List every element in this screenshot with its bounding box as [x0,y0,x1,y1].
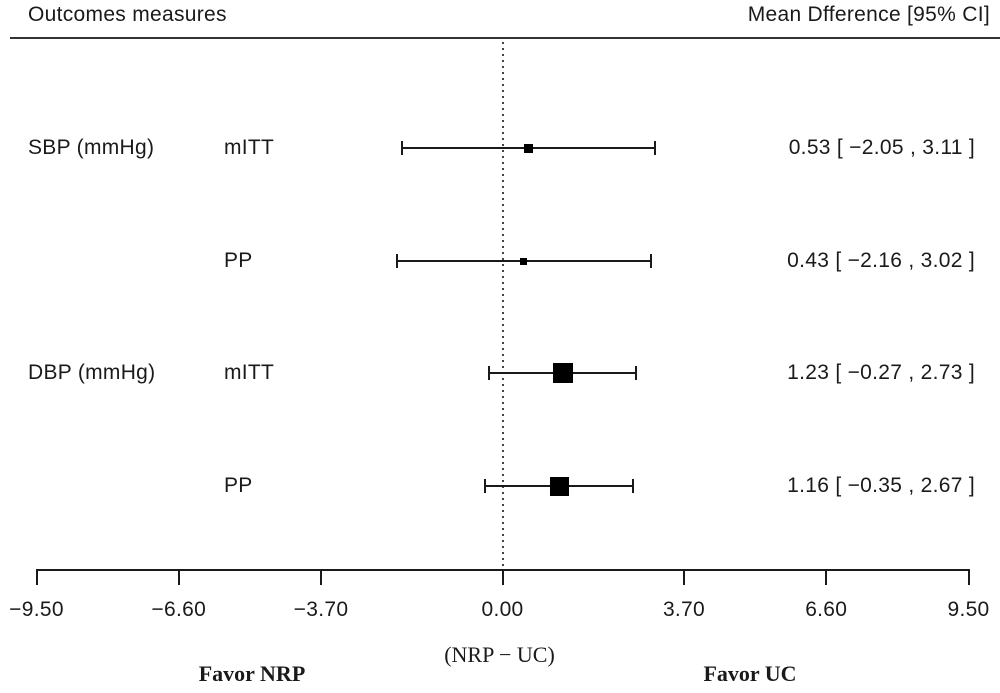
axis-tick-label: 9.50 [947,598,990,621]
favor-uc-label: Favor UC [703,661,797,686]
estimate-ci-label: 0.53 [ −2.05 , 3.11 ] [788,136,975,159]
point-estimate-marker [552,363,573,383]
ci-cap-left [395,254,398,268]
axis-tick [501,571,504,585]
axis-tick-label: −9.50 [9,598,64,621]
zero-reference-line [501,42,504,570]
row-analysis-label: PP [224,249,253,272]
point-estimate-marker [520,257,528,265]
estimate-ci-label: 0.43 [ −2.16 , 3.02 ] [787,249,975,272]
axis-tick [35,571,38,585]
ci-cap-right [635,366,638,380]
ci-cap-left [488,366,491,380]
column-header-outcomes: Outcomes measures [28,3,227,26]
axis-tick [967,571,970,585]
ci-cap-right [649,254,652,268]
row-outcome-label: SBP (mmHg) [28,136,155,159]
row-analysis-label: mITT [224,361,275,384]
axis-tick-label: 6.60 [805,598,848,621]
x-axis-line [36,569,970,571]
axis-tick [320,571,322,585]
point-estimate-marker [523,143,533,153]
axis-tick-label: 3.70 [662,598,706,621]
axis-tick-label: −6.60 [151,598,207,621]
header-rule [10,37,1000,39]
ci-cap-left [400,141,403,155]
column-header-estimates: Mean Dfference [95% CI] [747,3,990,26]
row-outcome-label: DBP (mmHg) [28,361,156,384]
axis-tick [682,571,685,585]
row-analysis-label: mITT [224,136,275,159]
row-analysis-label: PP [224,474,253,497]
axis-tick [825,571,828,585]
x-axis-label: (NRP − UC) [444,642,555,667]
axis-tick-label: −3.70 [293,598,349,621]
estimate-ci-label: 1.23 [ −0.27 , 2.73 ] [787,361,975,384]
axis-tick-label: 0.00 [481,598,524,621]
ci-cap-right [654,141,657,155]
ci-cap-right [632,479,635,493]
point-estimate-marker [549,476,569,496]
ci-cap-left [484,479,487,493]
axis-tick [177,571,180,585]
favor-nrp-label: Favor NRP [198,661,306,686]
estimate-ci-label: 1.16 [ −0.35 , 2.67 ] [787,474,975,497]
